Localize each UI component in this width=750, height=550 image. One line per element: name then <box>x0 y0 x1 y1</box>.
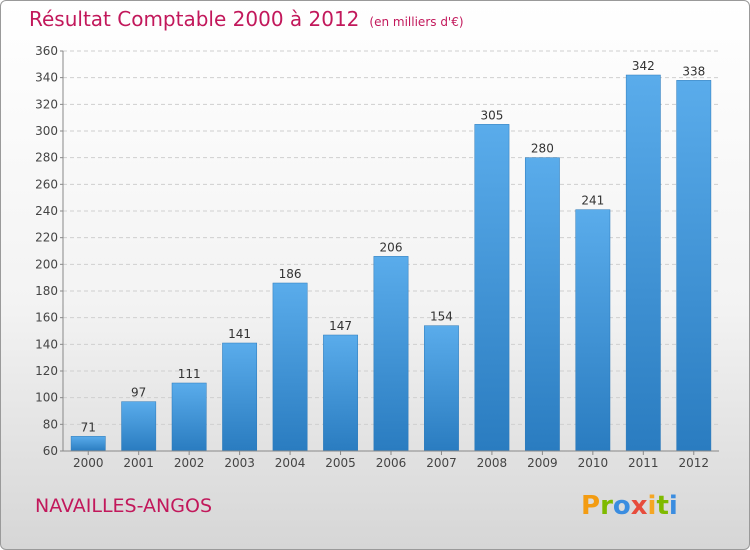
x-tick-label-2008: 2008 <box>477 456 508 470</box>
y-tick-label: 80 <box>43 417 58 431</box>
x-tick-label-2006: 2006 <box>376 456 407 470</box>
x-tick-label-2000: 2000 <box>73 456 104 470</box>
chart-unit: (en milliers d'€) <box>369 15 464 29</box>
logo-letter: t <box>656 491 669 521</box>
x-tick-label-2012: 2012 <box>678 456 709 470</box>
data-label-2007: 154 <box>430 310 453 324</box>
chart-title: Résultat Comptable 2000 à 2012 (en millie… <box>29 7 464 31</box>
data-labels: 71 97 111 141 186 147 206 154 305 280 241 342 338 <box>81 59 706 434</box>
data-label-2006: 206 <box>380 240 403 254</box>
bar-2010 <box>575 209 611 452</box>
x-tick-label-2001: 2001 <box>123 456 154 470</box>
data-label-2004: 186 <box>279 267 302 281</box>
y-tick-label: 160 <box>35 311 58 325</box>
bar-2011 <box>625 74 661 452</box>
x-tick-label-2011: 2011 <box>628 456 659 470</box>
data-label-2008: 305 <box>480 108 503 122</box>
bar-2008 <box>474 124 510 452</box>
x-tick-label-2010: 2010 <box>578 456 609 470</box>
x-tick-label-2003: 2003 <box>224 456 255 470</box>
bar-2006 <box>373 256 409 452</box>
data-label-2012: 338 <box>682 64 705 78</box>
y-tick-label: 100 <box>35 391 58 405</box>
bars <box>70 74 712 452</box>
x-axis: 2000 2001 2002 2003 2004 2005 2006 2007 2008 2009… <box>63 450 719 470</box>
x-tick-label-2005: 2005 <box>325 456 356 470</box>
y-axis: 60 80 100 120 140 160 180 200 220 240 260 280 300 320… <box>35 44 64 458</box>
bar-2000 <box>70 436 106 452</box>
y-tick-label: 200 <box>35 257 58 271</box>
bar-2003 <box>222 342 258 452</box>
x-tick-label-2004: 2004 <box>275 456 306 470</box>
logo-letter: i <box>668 491 678 521</box>
logo-letter: x <box>630 491 648 521</box>
data-label-2000: 71 <box>81 420 96 434</box>
bar-2007 <box>424 325 459 452</box>
commune-name: NAVAILLES-ANGOS <box>35 495 213 517</box>
logo-letter: P <box>581 491 601 521</box>
y-tick-label: 240 <box>35 204 58 218</box>
bar-2002 <box>171 382 207 452</box>
bar-2005 <box>323 334 358 452</box>
proxiti-logo[interactable]: Proxiti <box>581 491 678 521</box>
bar-2004 <box>272 282 308 452</box>
x-tick-label-2009: 2009 <box>527 456 558 470</box>
y-tick-label: 360 <box>35 44 58 58</box>
logo-letter: i <box>647 491 657 521</box>
data-label-2003: 141 <box>228 327 251 341</box>
y-tick-label: 340 <box>35 71 58 85</box>
x-tick-label-2002: 2002 <box>174 456 205 470</box>
y-tick-label: 180 <box>35 284 58 298</box>
y-tick-label: 60 <box>43 444 58 458</box>
data-label-2005: 147 <box>329 319 352 333</box>
y-tick-label: 140 <box>35 337 58 351</box>
y-tick-label: 260 <box>35 177 58 191</box>
y-tick-label: 120 <box>35 364 58 378</box>
data-label-2002: 111 <box>178 367 201 381</box>
bar-2001 <box>121 401 157 452</box>
logo-letter: r <box>600 491 613 521</box>
data-label-2011: 342 <box>632 59 655 73</box>
bar-2009 <box>524 157 560 452</box>
y-tick-label: 300 <box>35 124 58 138</box>
logo-letter: o <box>612 491 631 521</box>
data-label-2001: 97 <box>131 386 146 400</box>
chart-title-text: Résultat Comptable 2000 à 2012 <box>29 7 360 31</box>
data-label-2009: 280 <box>531 142 554 156</box>
y-tick-label: 320 <box>35 97 58 111</box>
y-tick-label: 220 <box>35 231 58 245</box>
x-tick-label-2007: 2007 <box>426 456 457 470</box>
bar-2012 <box>676 80 712 452</box>
y-tick-label: 280 <box>35 151 58 165</box>
data-label-2010: 241 <box>581 194 604 208</box>
